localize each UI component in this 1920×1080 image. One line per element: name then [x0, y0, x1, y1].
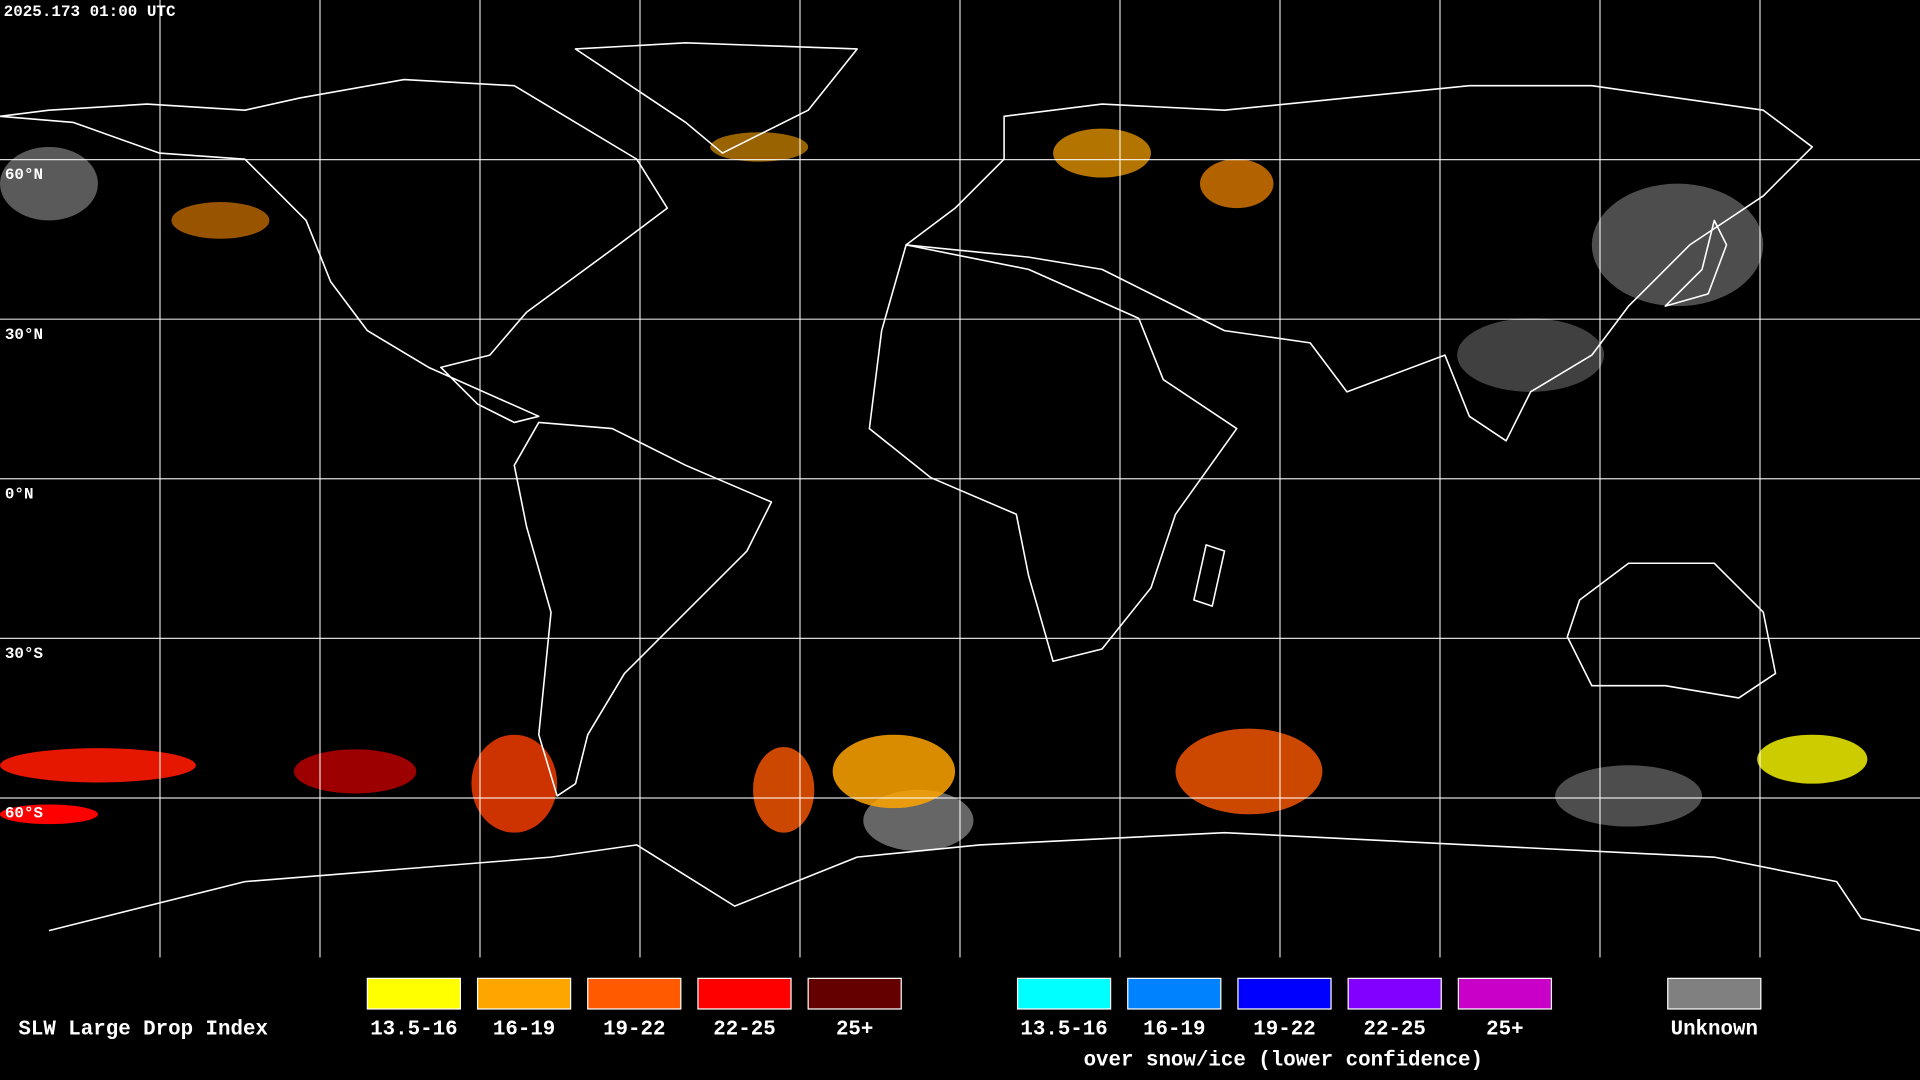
- legend-swatch: [1127, 977, 1222, 1010]
- legend-label: Unknown: [1671, 1019, 1758, 1042]
- latitude-label: 0°N: [5, 485, 34, 503]
- legend-label: 22-25: [1363, 1019, 1425, 1042]
- legend-swatch: [1237, 977, 1332, 1010]
- legend-label: 25+: [836, 1019, 873, 1042]
- cloud-patch: [171, 202, 270, 239]
- legend: 13.5-16 16-19 19-22 22-25 25+ 13.5-16 16-19 19-…: [366, 977, 1762, 1042]
- legend-swatch: [1016, 977, 1112, 1010]
- legend-swatch: [1347, 977, 1442, 1010]
- latitude-label: 30°S: [5, 645, 44, 663]
- cloud-patch: [710, 132, 809, 162]
- cloud-patch: [0, 748, 196, 783]
- legend-label: 25+: [1486, 1019, 1523, 1042]
- coast-north-america: [0, 78, 669, 424]
- cloud-patch: [0, 804, 98, 825]
- coast-madagascar: [1193, 544, 1226, 607]
- cloud-patch: [0, 146, 98, 221]
- cloud-patch: [832, 734, 956, 809]
- legend-swatch: [587, 977, 682, 1010]
- cloud-patch: [471, 734, 558, 833]
- legend-swatch: [1667, 977, 1762, 1010]
- legend-label: 16-19: [1143, 1019, 1205, 1042]
- latitude-label: 30°N: [5, 326, 43, 344]
- cloud-patch: [293, 749, 417, 794]
- legend-title: SLW Large Drop Index: [18, 1019, 268, 1042]
- coast-greenland: [574, 42, 858, 154]
- coast-antarctica: [48, 831, 1920, 932]
- latitude-label: 60°N: [5, 166, 43, 184]
- cloud-patches: [0, 128, 1868, 852]
- cloud-patch: [1200, 159, 1274, 209]
- legend-label: 19-22: [603, 1019, 665, 1042]
- legend-swatch: [697, 977, 792, 1010]
- legend-label: 13.5-16: [1020, 1019, 1107, 1042]
- graticule: 60°N 30°N 0°N 30°S 60°S: [0, 0, 1920, 958]
- snow-ice-note: over snow/ice (lower confidence): [1084, 1049, 1483, 1072]
- coastlines: [0, 42, 1920, 932]
- cloud-patch: [1053, 128, 1152, 178]
- latitude-label: 60°S: [5, 805, 44, 823]
- legend-label: 13.5-16: [370, 1019, 457, 1042]
- legend-swatch: [807, 977, 902, 1010]
- coast-eurasia: [905, 84, 1814, 442]
- cloud-patch: [753, 746, 815, 833]
- cloud-patch: [1175, 728, 1323, 815]
- legend-label: 16-19: [493, 1019, 555, 1042]
- legend-swatch: [476, 977, 572, 1010]
- coast-australia: [1566, 562, 1777, 699]
- cloud-patch: [1457, 318, 1605, 392]
- coast-africa: [868, 244, 1238, 663]
- legend-label: 19-22: [1253, 1019, 1315, 1042]
- cloud-patch: [1591, 183, 1764, 307]
- coast-japan: [1664, 219, 1728, 307]
- cloud-patch: [1757, 734, 1868, 784]
- coast-south-america: [513, 421, 773, 797]
- cloud-patch: [1555, 765, 1703, 827]
- legend-panel: [0, 957, 1920, 1080]
- timestamp: 2025.173 01:00 UTC: [4, 3, 176, 21]
- legend-label: 22-25: [713, 1019, 775, 1042]
- legend-swatch: [1457, 977, 1553, 1010]
- legend-swatch: [366, 977, 462, 1010]
